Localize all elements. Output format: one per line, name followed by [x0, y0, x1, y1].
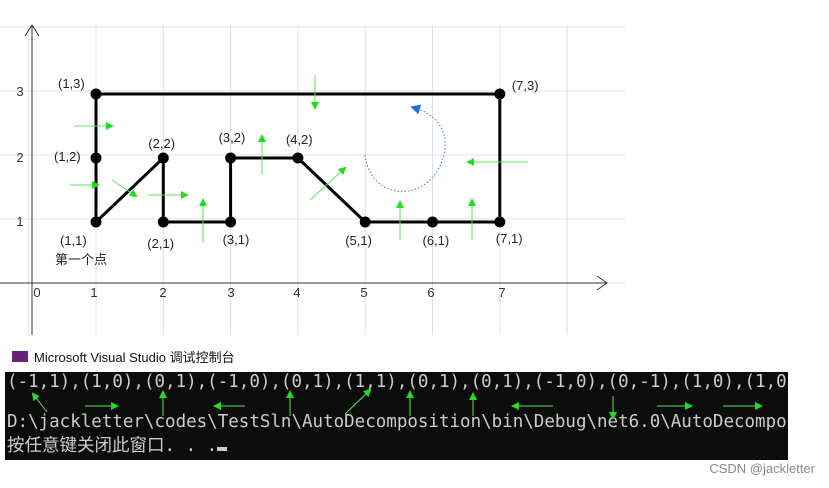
point: [90, 88, 102, 100]
x-tick-label: 7: [498, 285, 505, 300]
point-label: (3,2): [219, 130, 246, 145]
point-label: (7,3): [512, 78, 539, 93]
cursor: [217, 447, 228, 451]
title-text: Microsoft Visual Studio 调试控制台: [34, 350, 235, 365]
x-arrow: [596, 275, 608, 291]
direction-arrow: [31, 392, 48, 413]
point-label: (1,2): [54, 149, 81, 164]
annotation: 第一个点: [55, 252, 107, 267]
rotation-arrow: [364, 104, 446, 192]
point: [225, 216, 237, 228]
console-line: 按任意键关闭此窗口. . .: [7, 432, 228, 457]
point-label: (1,3): [58, 76, 85, 91]
point-label: (5,1): [345, 233, 372, 248]
watermark: CSDN @jackletter: [709, 461, 815, 476]
point: [494, 88, 506, 100]
x-tick-label: 1: [90, 285, 97, 300]
console-arrows: [31, 388, 763, 420]
y-tick-label: 1: [16, 214, 23, 229]
app-icon: [12, 351, 28, 362]
point-label: (2,1): [147, 236, 174, 251]
x-tick-label: 2: [159, 285, 166, 300]
direction-arrow: [309, 166, 347, 201]
x-tick-label: 5: [360, 285, 367, 300]
point-label: (7,1): [496, 231, 523, 246]
point-label: (6,1): [423, 233, 450, 248]
y-arrow: [24, 24, 40, 37]
point: [157, 152, 169, 164]
prompt: 按任意键关闭此窗口. . .: [7, 436, 218, 456]
x-tick-label: 6: [427, 285, 434, 300]
x-tick-label: 3: [227, 285, 234, 300]
direction-arrow: [111, 179, 138, 198]
point: [90, 152, 102, 164]
y-tick-label: 2: [16, 150, 23, 165]
point: [427, 216, 438, 228]
y-tick-label: 3: [16, 84, 23, 99]
x-tick-label: 0: [33, 285, 40, 300]
direction-arrow: [344, 388, 372, 415]
point: [90, 216, 102, 228]
point: [359, 216, 371, 228]
window-title: Microsoft Visual Studio 调试控制台: [12, 347, 235, 366]
x-tick-label: 4: [293, 285, 300, 300]
console-line: (-1,1),(1,0),(0,1),(-1,0),(0,1),(1,1),(0…: [7, 372, 788, 392]
point-label: (3,1): [223, 232, 250, 247]
point: [225, 152, 237, 164]
console-line: D:\jackletter\codes\TestSln\AutoDecompos…: [7, 412, 788, 432]
point-label: (4,2): [286, 132, 313, 147]
point: [157, 216, 169, 228]
point-label: (1,1): [60, 233, 87, 248]
point: [494, 216, 506, 228]
plot: 0 1 2 3 4 5 6 7 1 2 3 (1,3) (7,3) (1,2) (2,2) (3,2) (4,2…: [0, 24, 625, 335]
point-label: (2,2): [148, 136, 175, 151]
console: (-1,1),(1,0),(0,1),(-1,0),(0,1),(1,1),(0…: [5, 372, 788, 460]
point: [292, 152, 304, 164]
